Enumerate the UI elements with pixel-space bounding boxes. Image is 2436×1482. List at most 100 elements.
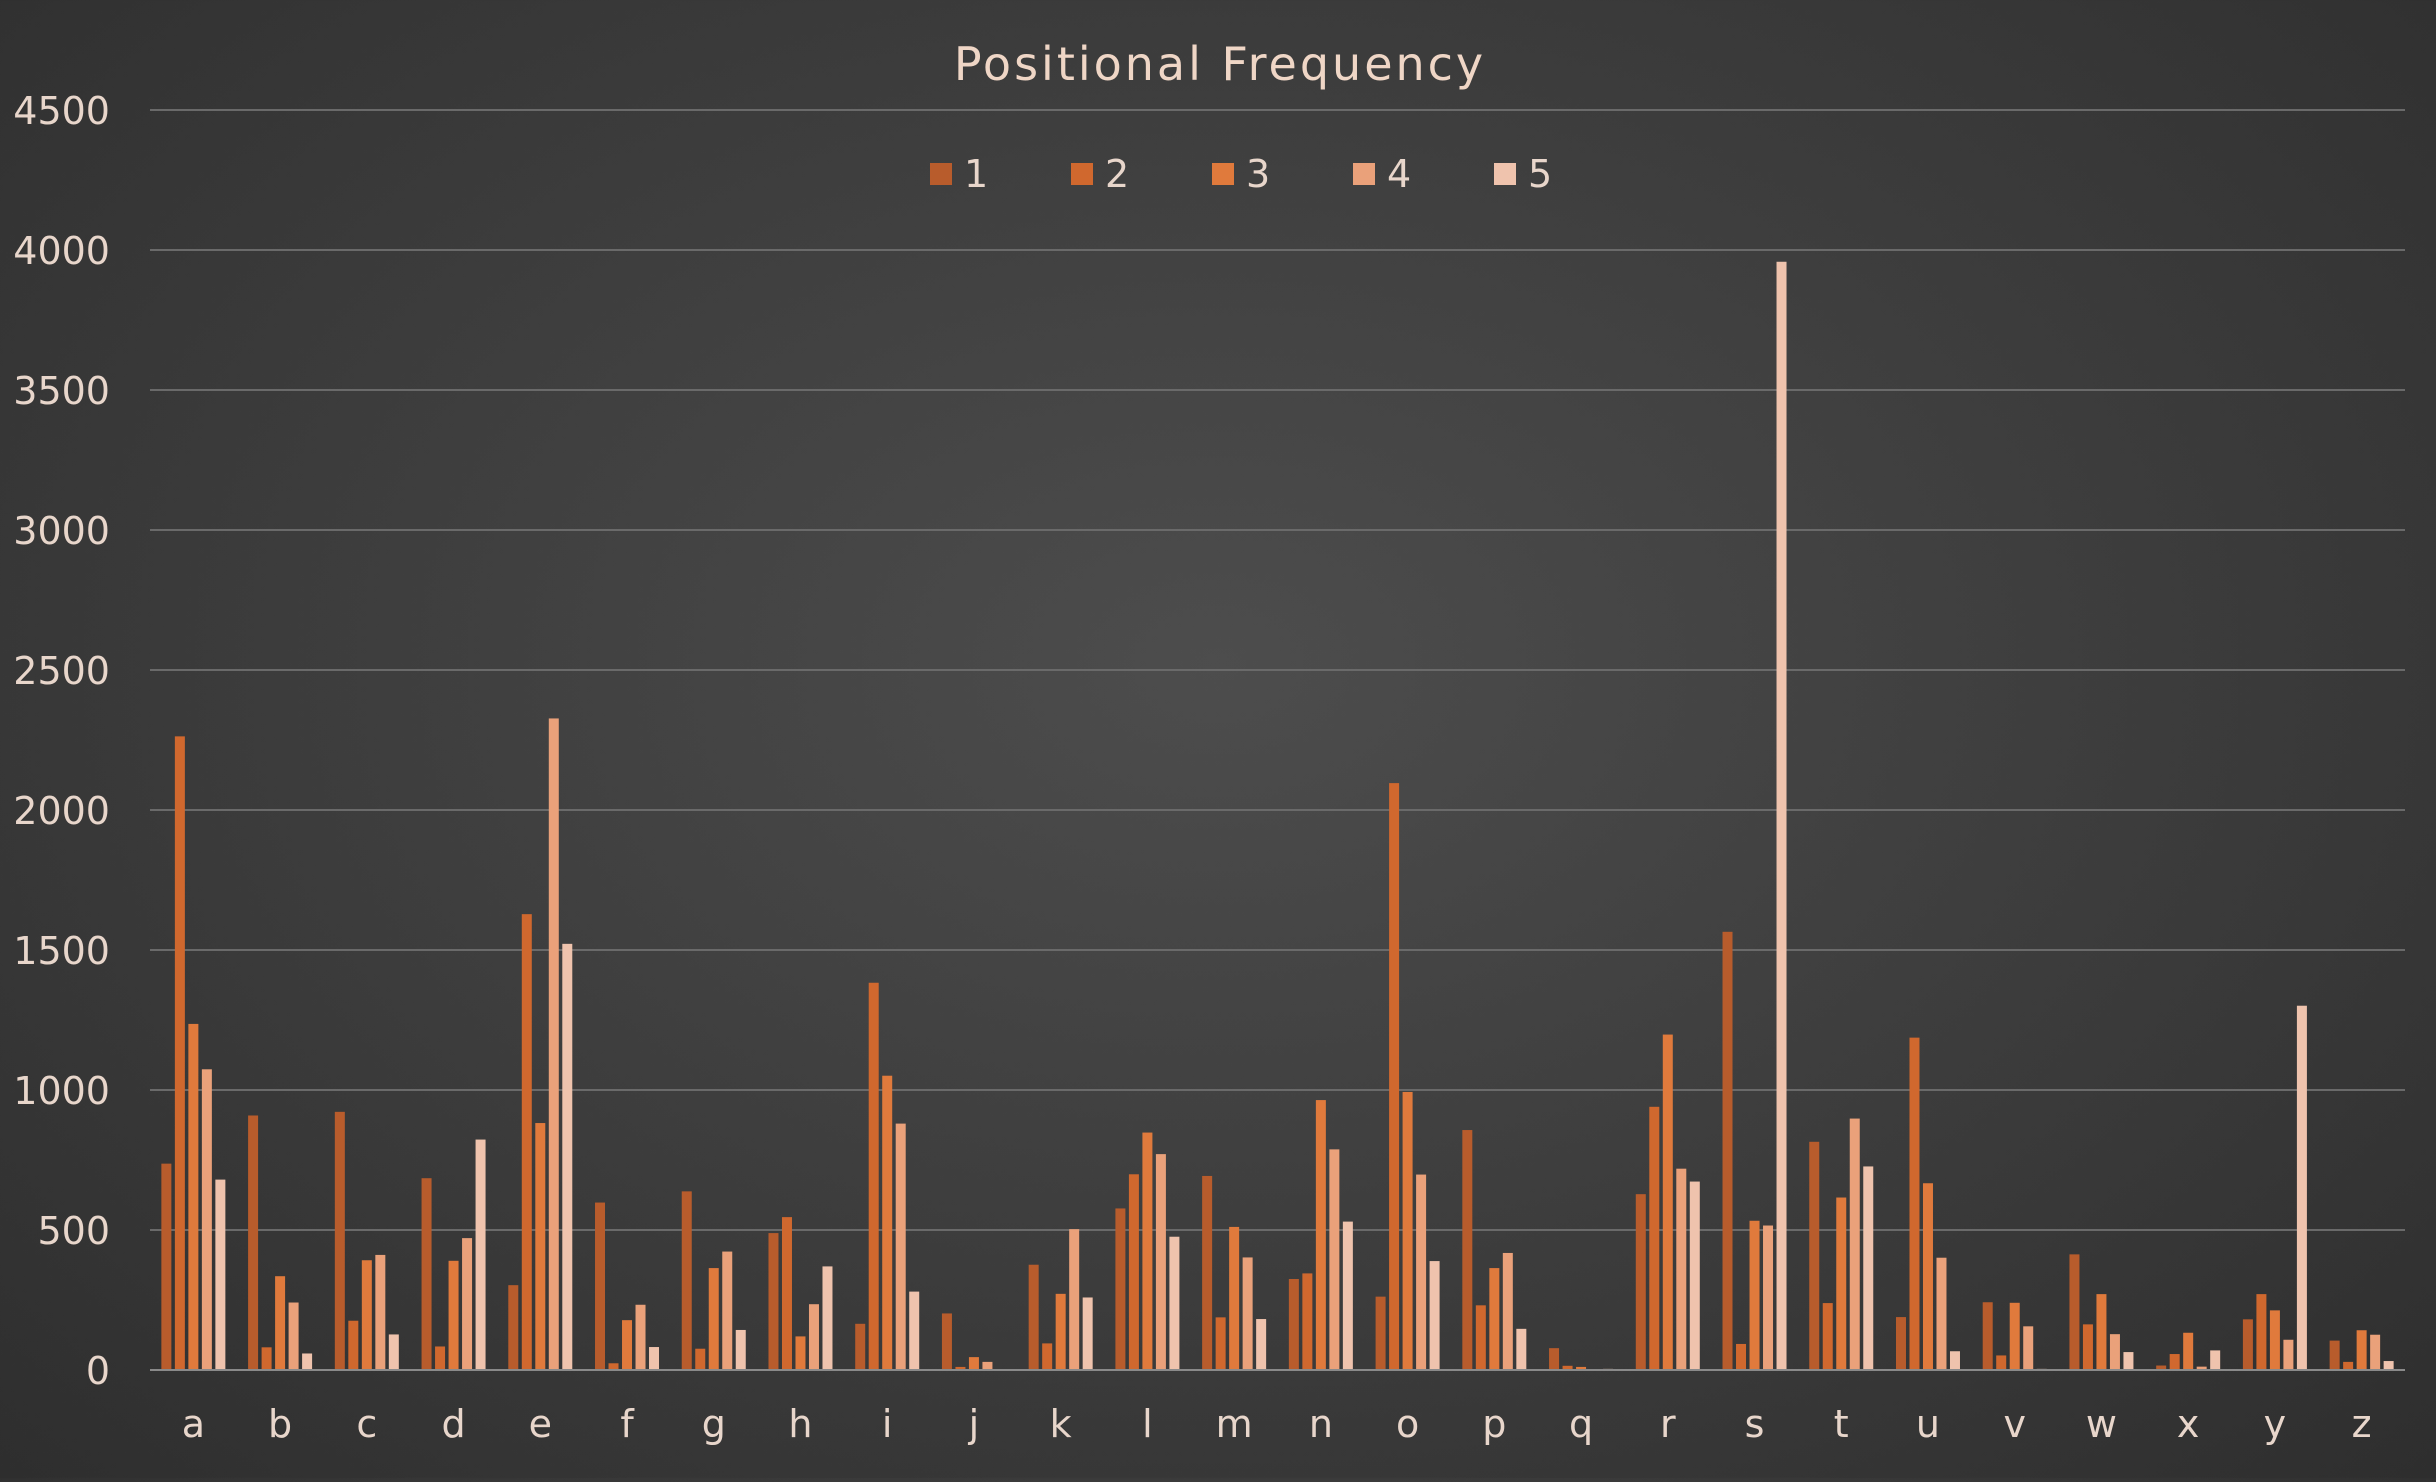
bar-p-series-2 [1475,1305,1486,1370]
bar-j-series-4 [982,1361,993,1370]
bar-l-series-1 [1115,1208,1126,1370]
bar-c-series-5 [388,1334,399,1370]
bar-p-series-5 [1516,1328,1527,1370]
y-tick-label: 3000 [13,509,110,553]
bar-a-series-3 [188,1023,199,1370]
bar-y-series-5 [2296,1005,2307,1370]
bar-d-series-1 [421,1178,432,1370]
legend-swatch [1071,163,1093,185]
grid-lines [150,109,2405,1231]
bar-x-series-4 [2196,1366,2207,1370]
bar-l-series-2 [1128,1174,1139,1370]
bar-c-series-2 [348,1320,359,1370]
bar-x-series-3 [2183,1332,2194,1370]
x-tick-label: f [620,1402,635,1446]
legend-label: 3 [1246,152,1270,196]
bar-j-series-3 [968,1357,979,1370]
bar-e-series-3 [535,1123,546,1370]
bar-e-series-5 [562,943,573,1370]
bar-m-series-1 [1202,1175,1213,1370]
bar-s-series-1 [1722,931,1733,1370]
bar-k-series-2 [1042,1343,1053,1370]
bar-t-series-3 [1836,1197,1847,1370]
bar-s-series-4 [1763,1225,1774,1370]
legend-label: 4 [1387,152,1411,196]
y-tick-label: 4500 [13,89,110,133]
bar-z-series-5 [2383,1361,2394,1370]
bar-q-series-3 [1576,1366,1587,1370]
bar-c-series-3 [361,1260,372,1370]
x-tick-label: p [1482,1402,1506,1446]
bar-o-series-4 [1416,1174,1427,1370]
bar-s-series-5 [1776,261,1787,1370]
bar-o-series-3 [1402,1091,1413,1370]
bar-x-series-5 [2210,1350,2221,1370]
bar-k-series-4 [1069,1229,1080,1370]
y-tick-label: 3500 [13,369,110,413]
bar-u-series-3 [1922,1183,1933,1370]
y-tick-label: 2500 [13,649,110,693]
bar-t-series-1 [1809,1141,1820,1370]
bar-a-series-2 [174,736,185,1370]
x-tick-label: i [882,1402,893,1446]
x-axis-ticks: a b c d e f g h i j k l m n o p q r s t u v w x y z [182,1402,2372,1446]
bar-h-series-5 [822,1266,833,1370]
bar-y-series-4 [2283,1339,2294,1370]
bar-b-series-4 [288,1302,299,1370]
bar-v-series-3 [2009,1302,2020,1370]
bar-c-series-1 [334,1111,345,1370]
bar-t-series-5 [1863,1166,1874,1370]
bar-b-series-2 [261,1347,272,1370]
legend-label: 5 [1528,152,1552,196]
bar-d-series-2 [435,1346,446,1370]
bar-n-series-1 [1288,1279,1299,1370]
legend: 1 2 3 4 5 [930,152,1552,196]
bar-b-series-3 [275,1276,286,1370]
bar-z-series-4 [2370,1334,2381,1370]
bar-g-series-4 [722,1251,733,1370]
x-tick-label: u [1916,1402,1940,1446]
bar-w-series-4 [2109,1334,2120,1370]
bar-u-series-5 [1949,1351,1960,1370]
bar-r-series-3 [1662,1034,1673,1370]
legend-label: 1 [964,152,988,196]
bar-r-series-2 [1649,1106,1660,1370]
bar-n-series-3 [1315,1100,1326,1370]
bar-u-series-1 [1895,1317,1906,1370]
bar-o-series-2 [1389,783,1400,1370]
bar-l-series-4 [1155,1154,1166,1370]
bar-i-series-2 [868,982,879,1370]
bar-k-series-5 [1082,1297,1093,1370]
legend-swatch [1212,163,1234,185]
bars [161,261,2394,1370]
bar-o-series-5 [1429,1261,1440,1370]
bar-v-series-2 [1996,1355,2007,1370]
bar-z-series-3 [2356,1330,2367,1370]
bar-h-series-1 [768,1233,779,1370]
bar-a-series-1 [161,1163,172,1370]
bar-q-series-2 [1562,1365,1573,1370]
bar-w-series-2 [2082,1324,2093,1370]
bar-w-series-1 [2069,1254,2080,1370]
x-tick-label: l [1142,1402,1153,1446]
x-tick-label: c [356,1402,377,1446]
y-tick-label: 1000 [13,1069,110,1113]
bar-r-series-1 [1635,1194,1646,1370]
bar-l-series-5 [1169,1236,1180,1370]
bar-j-series-1 [941,1313,952,1370]
bar-c-series-4 [375,1254,386,1370]
bar-h-series-2 [781,1217,792,1370]
bar-e-series-4 [548,718,559,1370]
bar-f-series-1 [595,1202,606,1370]
bar-y-series-1 [2242,1319,2253,1370]
bar-n-series-2 [1302,1273,1313,1370]
bar-z-series-1 [2329,1340,2340,1370]
legend-swatch [930,163,952,185]
x-tick-label: o [1396,1402,1419,1446]
bar-n-series-4 [1329,1149,1340,1370]
legend-swatch [1353,163,1375,185]
bar-x-series-1 [2156,1365,2167,1370]
bar-i-series-1 [855,1323,866,1370]
